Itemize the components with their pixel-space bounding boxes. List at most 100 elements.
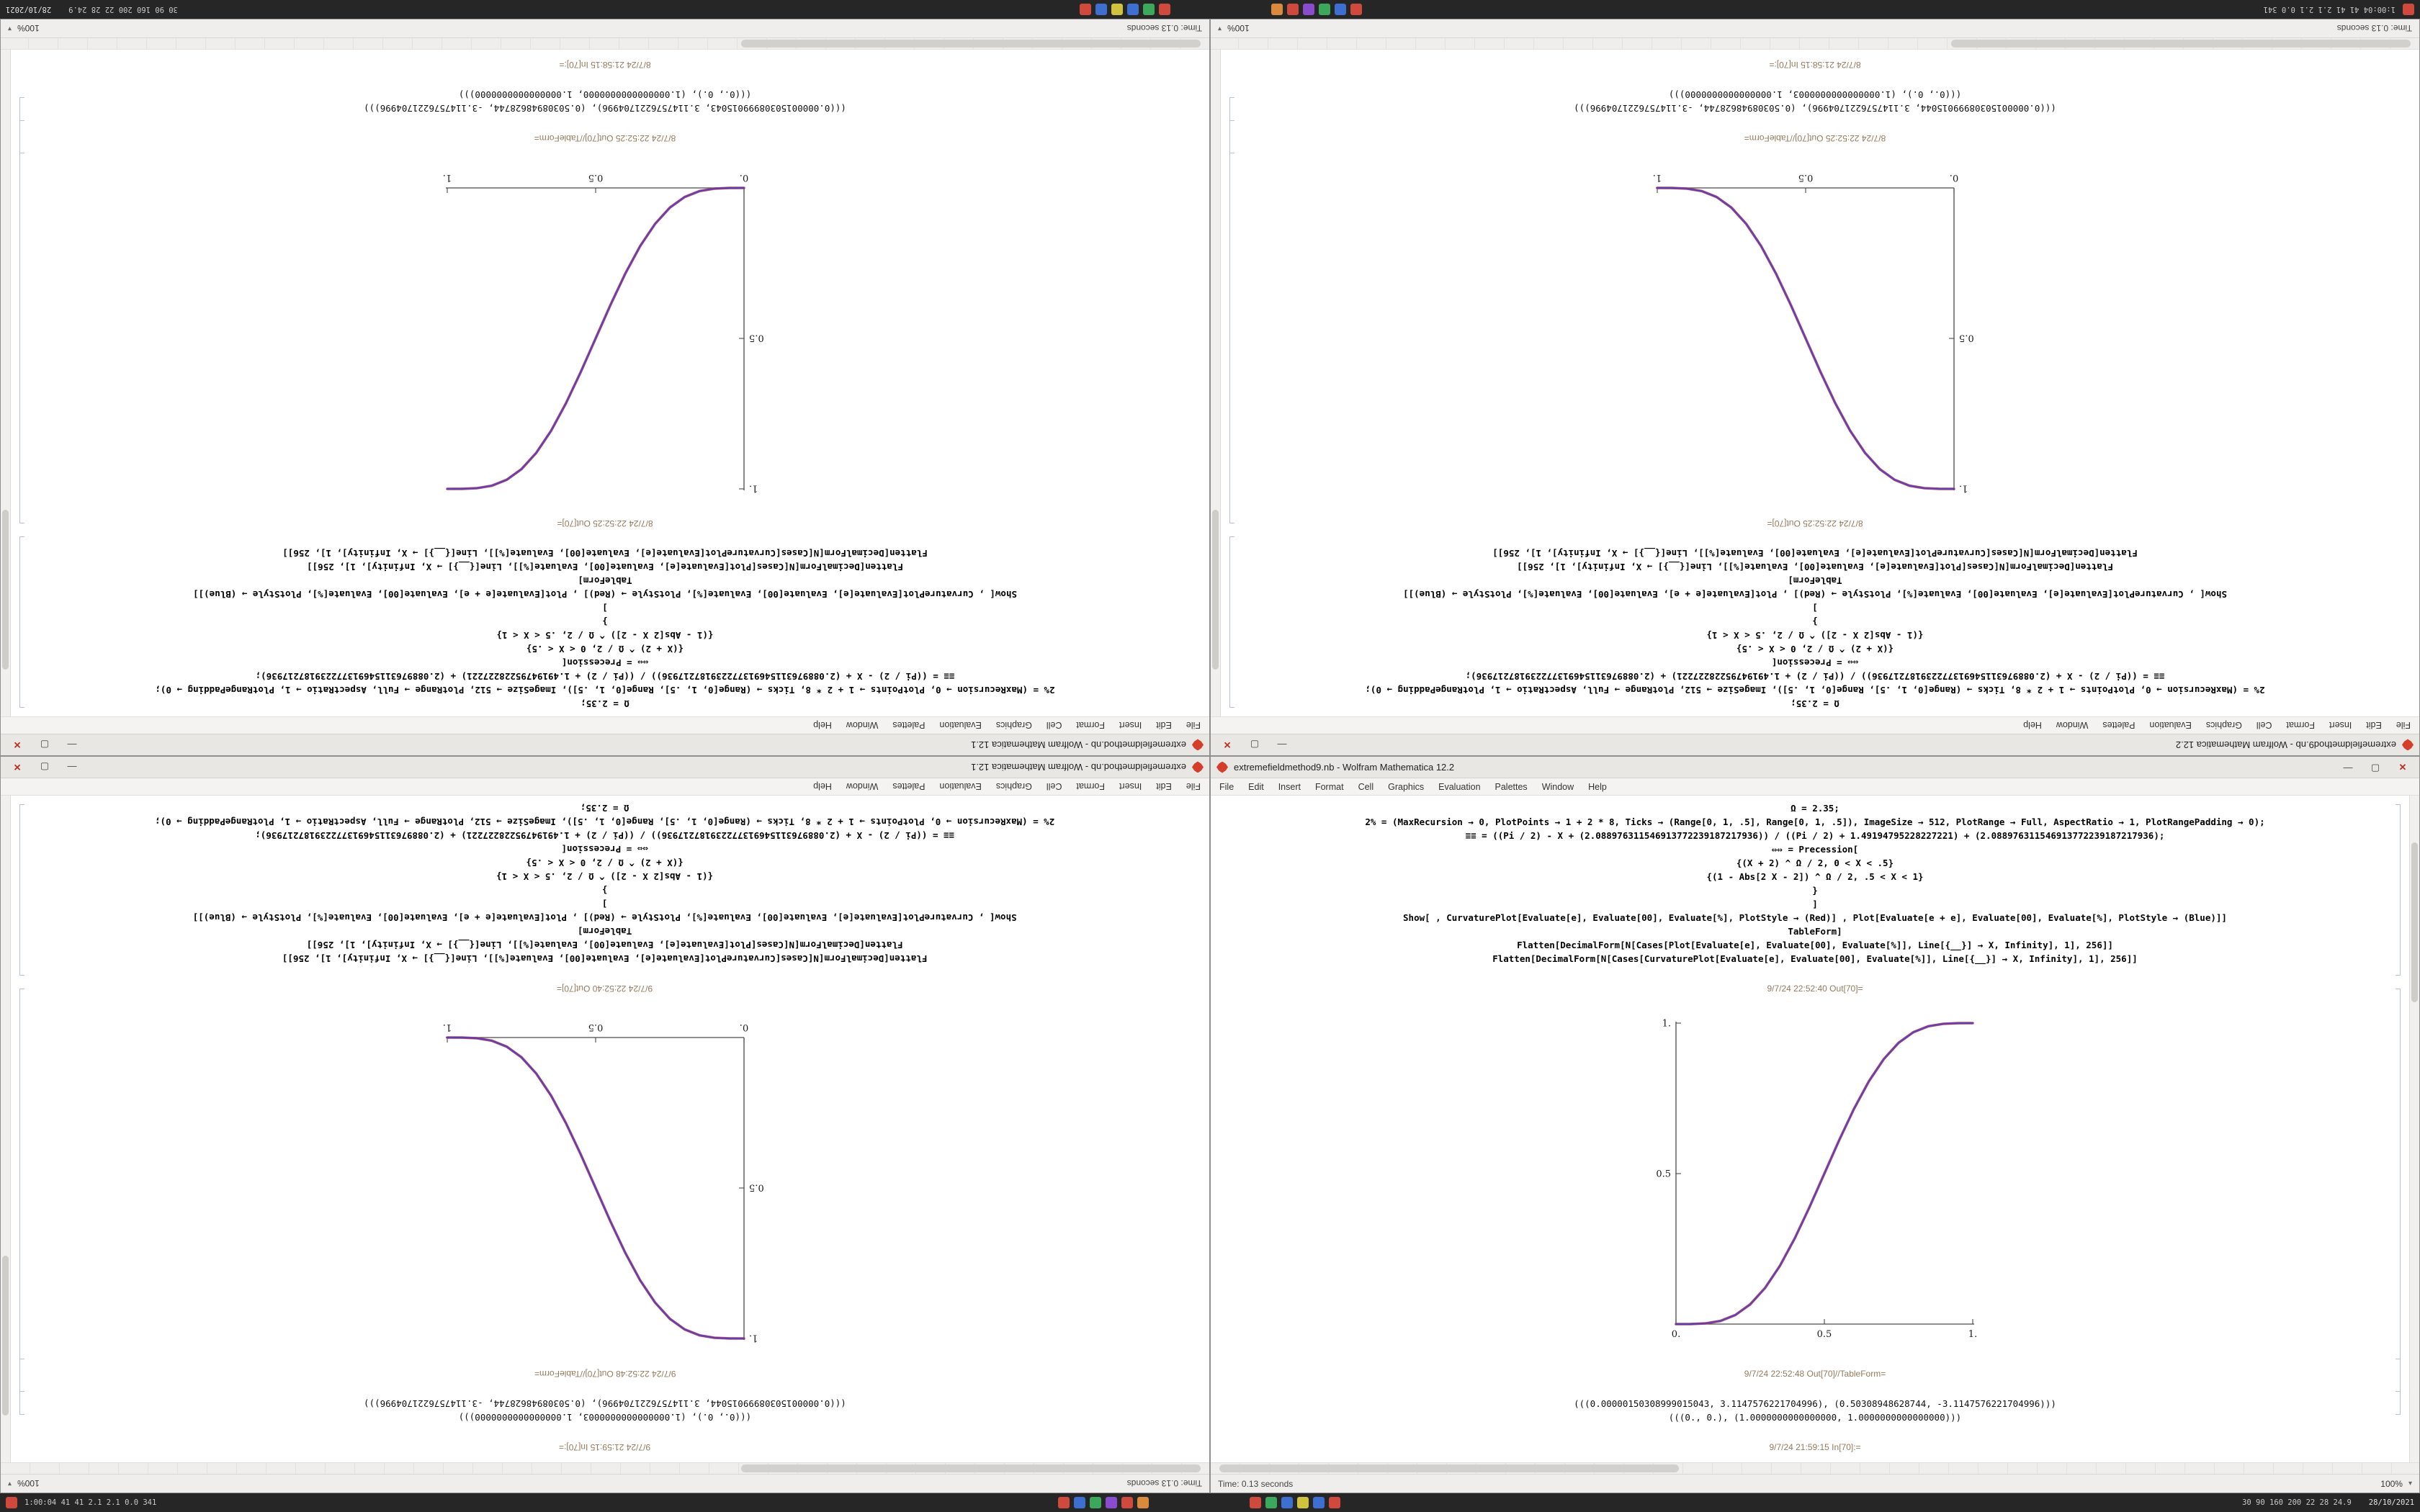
menu-item[interactable]: Evaluation [2149, 720, 2192, 731]
vertical-scrollbar[interactable] [2409, 796, 2419, 1462]
menu-item[interactable]: Help [813, 720, 832, 731]
start-button[interactable] [2403, 4, 2414, 15]
input-cell-line[interactable]: {(X + 2) ^ Ω / 2, 0 < X < .5} [526, 644, 684, 654]
zoom-level[interactable]: 100% [1227, 23, 1250, 34]
cell-bracket[interactable] [1229, 97, 1234, 153]
menu-item[interactable]: Evaluation [1438, 781, 1481, 792]
taskbar-app-icon[interactable] [1265, 1497, 1278, 1508]
input-cell-line[interactable]: TableForm] [578, 575, 632, 586]
zoom-level[interactable]: 100% [2380, 1478, 2403, 1489]
minimize-button[interactable]: — [67, 739, 77, 750]
menu-item[interactable]: Insert [2329, 720, 2352, 731]
input-cell-line[interactable]: } [602, 616, 608, 627]
taskbar-app-icon[interactable] [1281, 1497, 1294, 1508]
taskbar-app-icon[interactable] [1090, 1497, 1102, 1508]
input-cell-line[interactable]: Ω = 2.35; [1791, 803, 1839, 814]
input-cell-line[interactable]: Show[ , CurvaturePlot[Evaluate[e], Evalu… [1403, 589, 2227, 600]
input-cell-line[interactable]: Ω = 2.35; [581, 803, 629, 814]
close-button[interactable]: ✕ [1223, 739, 1232, 751]
menu-item[interactable]: Help [813, 781, 832, 792]
input-cell-line[interactable]: ] [602, 899, 608, 909]
scrollbar-thumb[interactable] [1212, 509, 1219, 670]
input-cell-line[interactable]: ⇔⇔ = Precession[ [561, 844, 649, 855]
title-bar[interactable]: extremefieldmethod9.nb - Wolfram Mathema… [1211, 734, 2419, 755]
scrollbar-thumb[interactable] [2, 1255, 9, 1416]
menu-item[interactable]: Help [1588, 781, 1607, 792]
input-cell-line[interactable]: ≡≡ = ((Pi / 2) - X + (2.0889763115469137… [1465, 830, 2165, 841]
input-cell-line[interactable]: Flatten[DecimalForm[N[Cases[CurvaturePlo… [282, 548, 928, 559]
minimize-button[interactable]: — [1277, 739, 1287, 750]
menu-item[interactable]: Help [2023, 720, 2042, 731]
maximize-button[interactable]: ▢ [2370, 761, 2380, 773]
menu-item[interactable]: Edit [1248, 781, 1264, 792]
maximize-button[interactable]: ▢ [40, 762, 50, 773]
menu-item[interactable]: Graphics [2205, 720, 2242, 731]
input-cell-line[interactable]: ] [1812, 899, 1818, 909]
cell-bracket[interactable] [2396, 1359, 2401, 1415]
horizontal-scrollbar[interactable] [1, 1462, 1209, 1474]
scrollbar-thumb[interactable] [741, 40, 1201, 48]
menu-item[interactable]: Cell [1046, 720, 1062, 731]
maximize-button[interactable]: ▢ [1250, 739, 1260, 751]
menu-item[interactable]: Window [2056, 720, 2089, 731]
menu-item[interactable]: File [1186, 720, 1201, 731]
input-cell-line[interactable]: Flatten[DecimalForm[N[Cases[Plot[Evaluat… [307, 562, 903, 572]
minimize-button[interactable]: — [2343, 762, 2353, 773]
input-cell-line[interactable]: ⇔⇔ = Precession[ [1771, 657, 1859, 668]
taskbar-app-icon[interactable] [1111, 4, 1123, 15]
menu-item[interactable]: Palettes [892, 781, 926, 792]
input-cell-line[interactable]: ≡≡ = ((Pi / 2) - X + (2.0889763115469137… [255, 671, 955, 682]
input-cell-line[interactable]: {(X + 2) ^ Ω / 2, 0 < X < .5} [526, 858, 684, 868]
menu-item[interactable]: Palettes [1494, 781, 1528, 792]
input-cell-line[interactable]: Ω = 2.35; [1791, 698, 1839, 709]
taskbar-app-icon[interactable] [1329, 1497, 1341, 1508]
menu-item[interactable]: File [1219, 781, 1234, 792]
menu-item[interactable]: Format [2286, 720, 2316, 731]
menu-item[interactable]: Edit [1156, 781, 1172, 792]
menu-item[interactable]: Palettes [892, 720, 926, 731]
input-cell-line[interactable]: Show[ , CurvaturePlot[Evaluate[e], Evalu… [193, 589, 1017, 600]
menu-item[interactable]: Insert [1119, 781, 1142, 792]
menu-item[interactable]: Window [846, 720, 879, 731]
cell-bracket[interactable] [1229, 536, 1234, 708]
menu-item[interactable]: Graphics [1388, 781, 1425, 792]
menu-item[interactable]: Window [1541, 781, 1574, 792]
menu-item[interactable]: Evaluation [939, 781, 982, 792]
taskbar-app-icon[interactable] [1334, 4, 1346, 15]
input-cell-line[interactable]: } [1812, 885, 1818, 896]
input-cell-line[interactable]: {(X + 2) ^ Ω / 2, 0 < X < .5} [1736, 644, 1894, 654]
taskbar-app-icon[interactable] [1095, 4, 1107, 15]
close-button[interactable]: ✕ [13, 739, 22, 751]
input-cell-line[interactable]: {(1 - Abs[2 X - 2]) ^ Ω / 2, .5 < X < 1} [496, 630, 714, 641]
menu-item[interactable]: File [2396, 720, 2411, 731]
taskbar-app-icon[interactable] [1126, 4, 1139, 15]
horizontal-scrollbar[interactable] [1211, 1462, 2419, 1474]
input-cell-line[interactable]: TableForm] [1788, 575, 1842, 586]
input-cell-line[interactable]: Ω = 2.35; [581, 698, 629, 709]
input-cell-line[interactable]: TableForm] [1788, 926, 1842, 937]
input-cell-line[interactable]: {(X + 2) ^ Ω / 2, 0 < X < .5} [1736, 858, 1894, 868]
menu-item[interactable]: Edit [2366, 720, 2382, 731]
minimize-button[interactable]: — [67, 762, 77, 773]
taskbar-app-icon[interactable] [1250, 1497, 1262, 1508]
cell-bracket[interactable] [19, 120, 24, 523]
menu-item[interactable]: Cell [1046, 781, 1062, 792]
cell-bracket[interactable] [19, 804, 24, 976]
input-cell-line[interactable]: Flatten[DecimalForm[N[Cases[CurvaturePlo… [1492, 953, 2138, 964]
vertical-scrollbar[interactable] [1211, 50, 1221, 716]
menu-item[interactable]: Cell [1358, 781, 1374, 792]
menu-item[interactable]: Format [1076, 720, 1106, 731]
taskbar-app-icon[interactable] [1270, 4, 1283, 15]
input-cell-line[interactable]: Show[ , CurvaturePlot[Evaluate[e], Evalu… [193, 912, 1017, 923]
input-cell-line[interactable]: 2% = (MaxRecursion → 0, PlotPoints → 1 +… [1365, 685, 2265, 696]
taskbar-app-icon[interactable] [1074, 1497, 1086, 1508]
menu-item[interactable]: Format [1314, 781, 1344, 792]
menu-item[interactable]: Palettes [2102, 720, 2136, 731]
taskbar-app-icon[interactable] [1297, 1497, 1309, 1508]
taskbar-app-icon[interactable] [1058, 1497, 1070, 1508]
menu-item[interactable]: Evaluation [939, 720, 982, 731]
scrollbar-thumb[interactable] [741, 1464, 1201, 1472]
menu-item[interactable]: Cell [2256, 720, 2272, 731]
menu-item[interactable]: Format [1076, 781, 1106, 792]
menu-item[interactable]: Graphics [995, 720, 1032, 731]
